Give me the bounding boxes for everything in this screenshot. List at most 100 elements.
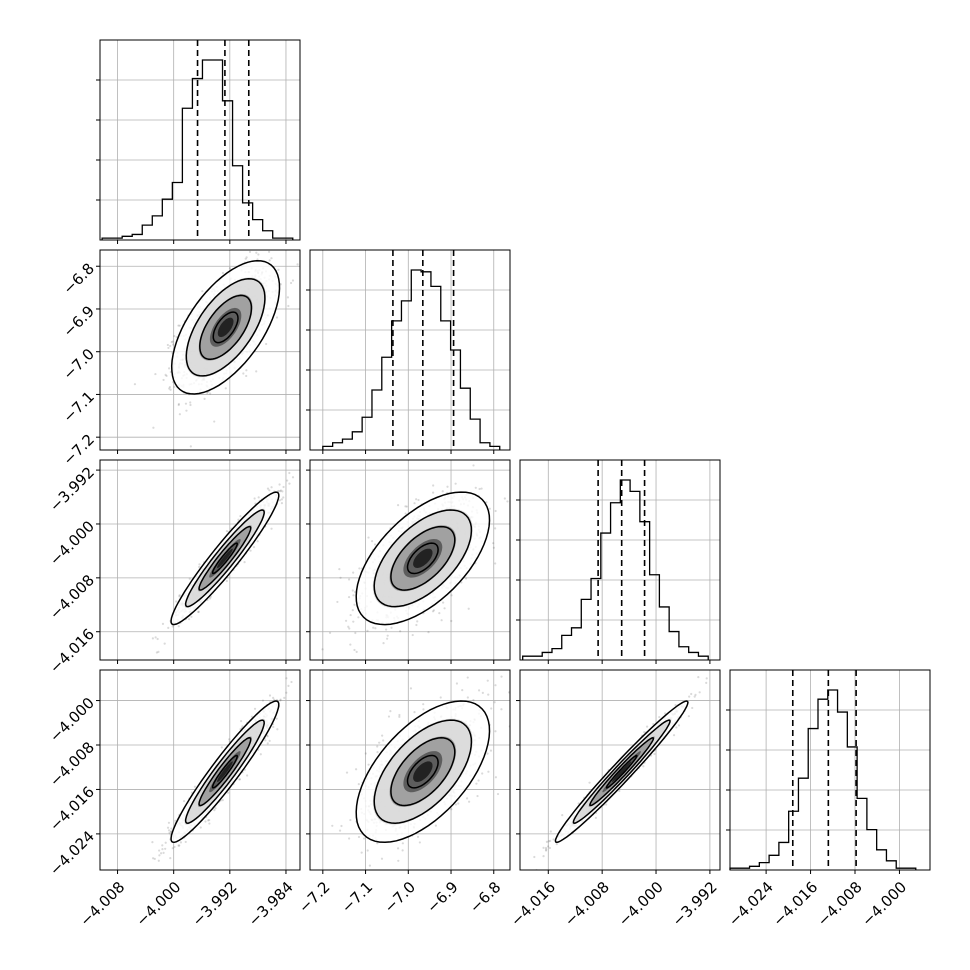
hist-frame: [519, 459, 721, 661]
scatter-point: [279, 489, 283, 492]
contour-line: [211, 542, 239, 575]
scatter-point: [248, 250, 252, 253]
scatter-point: [270, 527, 273, 530]
scatter-point: [288, 482, 291, 485]
scatter-point: [506, 500, 509, 503]
scatter-panel-0-1: −7.2−7.1−7.0−6.9−6.8: [60, 249, 301, 469]
scatter-point: [415, 498, 418, 501]
scatter-point: [349, 643, 352, 646]
scatter-point: [492, 546, 495, 549]
scatter-point: [158, 854, 161, 857]
scatter-point: [228, 267, 232, 270]
scatter-point: [432, 491, 435, 494]
contour-line: [406, 542, 439, 575]
scatter-point: [405, 505, 408, 508]
scatter-point: [273, 698, 276, 701]
scatter-point: [220, 746, 223, 749]
hist-panel-1: [306, 249, 511, 454]
scatter-point: [279, 699, 282, 702]
scatter-point: [244, 257, 247, 260]
x-tick-label: −4.008: [76, 878, 128, 930]
scatter-point: [245, 369, 248, 372]
scatter-point: [427, 631, 430, 634]
scatter-point: [396, 504, 400, 507]
scatter-point: [255, 370, 258, 373]
panel-frame: [99, 459, 301, 661]
scatter-point: [270, 257, 273, 260]
scatter-point: [438, 612, 441, 615]
scatter-point: [372, 626, 375, 629]
histogram-step: [522, 479, 709, 660]
scatter-point: [197, 610, 200, 613]
density-fill: [413, 548, 433, 568]
scatter-point: [404, 512, 407, 515]
x-tick-label: −3.992: [189, 878, 241, 930]
scatter-point: [253, 707, 257, 710]
scatter-point: [272, 696, 275, 699]
scatter-point: [178, 413, 181, 416]
scatter-point: [467, 607, 470, 610]
scatter-point: [355, 650, 358, 654]
panel-frame: [309, 459, 511, 661]
scatter-point: [156, 637, 159, 641]
scatter-point: [168, 386, 171, 389]
contour-line: [355, 491, 491, 626]
scatter-point: [266, 735, 269, 738]
scatter-point: [133, 383, 137, 386]
scatter-point: [175, 600, 178, 603]
contour-line: [212, 311, 239, 344]
scatter-point: [158, 849, 161, 852]
scatter-point: [267, 250, 271, 253]
y-tick-label: −6.8: [60, 260, 98, 298]
scatter-point: [288, 471, 291, 475]
scatter-point: [351, 609, 354, 612]
contour-line: [184, 509, 265, 608]
scatter-point: [245, 256, 248, 259]
y-tick-label: −7.1: [60, 388, 98, 426]
scatter-point: [188, 577, 191, 580]
scatter-panel-0-3: −4.008 −4.000 −3.992 −3.984−4.024−4.016−4.0…: [46, 669, 301, 930]
scatter-point: [286, 479, 289, 482]
scatter-point: [277, 268, 280, 271]
scatter-point: [464, 577, 468, 580]
hist-frame: [99, 39, 301, 241]
scatter-point: [385, 628, 388, 631]
scatter-point: [179, 841, 183, 844]
scatter-point: [460, 581, 463, 584]
scatter-point: [289, 281, 293, 285]
x-tick-label: −4.016: [769, 878, 821, 930]
hist-frame: [309, 249, 511, 451]
scatter-point: [413, 502, 416, 505]
scatter-point: [485, 501, 488, 504]
y-tick-label: −4.008: [46, 738, 98, 790]
scatter-point: [242, 372, 245, 375]
hist-panel-0: [96, 39, 301, 244]
scatter-point: [171, 343, 175, 346]
scatter-point: [443, 607, 446, 610]
scatter-point: [178, 595, 181, 598]
scatter-point: [198, 563, 201, 566]
scatter-point: [167, 367, 171, 370]
scatter-point: [386, 634, 389, 637]
scatter-point: [282, 485, 285, 489]
y-tick-label: −7.2: [60, 430, 98, 468]
scatter-point: [245, 374, 248, 378]
histogram-step: [322, 269, 501, 450]
scatter-point: [291, 476, 295, 479]
scatter-point: [336, 600, 339, 604]
density-fill: [217, 317, 234, 338]
scatter-point: [198, 565, 201, 569]
scatter-point: [411, 633, 414, 637]
scatter-point: [167, 346, 170, 350]
scatter-point: [270, 486, 273, 489]
scatter-point: [415, 623, 418, 627]
scatter-point: [169, 388, 172, 391]
scatter-point: [157, 859, 160, 862]
scatter-point: [197, 610, 200, 614]
scatter-point: [166, 826, 170, 829]
scatter-point: [344, 619, 348, 622]
contour-line: [185, 278, 266, 377]
scatter-point: [278, 499, 282, 502]
scatter-point: [279, 283, 282, 286]
